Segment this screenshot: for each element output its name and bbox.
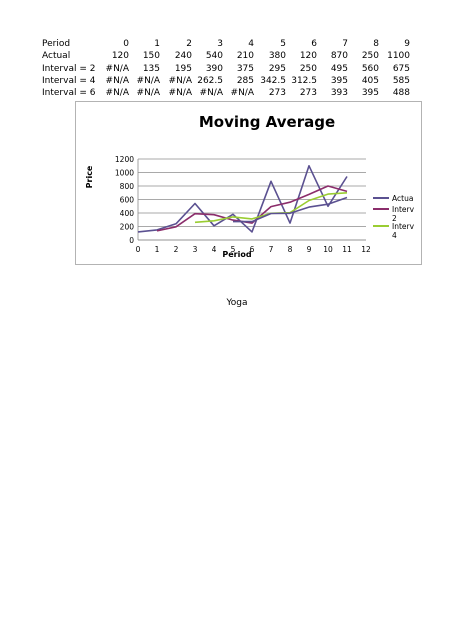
- table-cell: 5: [280, 39, 286, 49]
- table-cell: 2: [186, 39, 192, 49]
- table-cell: 380: [268, 51, 286, 62]
- table-cell: 390: [205, 63, 223, 74]
- table-cell: 195: [174, 63, 192, 74]
- x-tick-label: 12: [361, 245, 371, 254]
- y-tick-label: 400: [120, 209, 135, 218]
- table-cell: 262.5: [197, 75, 223, 86]
- table-cell: 250: [299, 63, 317, 74]
- legend-label: Interv 2: [392, 205, 415, 223]
- table-cell: 285: [236, 75, 254, 86]
- x-tick-label: 10: [323, 245, 333, 254]
- x-tick-label: 5: [231, 245, 236, 254]
- table-cell: 675: [392, 63, 410, 74]
- series-line-3: [233, 196, 348, 223]
- table-cell: #N/A: [105, 75, 129, 86]
- legend-label: Actua: [392, 194, 413, 203]
- table-cell: 6: [311, 39, 317, 49]
- y-tick-label: 200: [120, 223, 135, 232]
- table-cell: #N/A: [136, 75, 160, 86]
- table-cell: 3: [217, 39, 223, 49]
- table-row: Interval = 6 #N/A #N/A #N/A #N/A #N/A 273 273 39…: [0, 87, 474, 100]
- table-cell: #N/A: [105, 88, 129, 99]
- y-tick-label: 600: [120, 196, 135, 205]
- table-cell: #N/A: [105, 63, 129, 74]
- table-cell: 4: [248, 39, 254, 49]
- x-tick-label: 0: [136, 245, 141, 254]
- row-label: Interval = 6: [42, 88, 96, 99]
- table-row: Interval = 4 #N/A #N/A #N/A 262.5 285 342.5 312…: [0, 75, 474, 88]
- table-cell: #N/A: [136, 88, 160, 99]
- x-tick-label: 3: [193, 245, 198, 254]
- table-cell: 495: [330, 63, 348, 74]
- table-cell: 1: [154, 39, 160, 49]
- table-cell: 240: [174, 51, 192, 62]
- table-cell: 395: [361, 88, 379, 99]
- table-cell: 7: [342, 39, 348, 49]
- table-cell: 342.5: [260, 75, 286, 86]
- y-tick-label: 1000: [115, 169, 134, 178]
- table-cell: 488: [392, 88, 410, 99]
- x-axis-title: Period: [222, 250, 251, 259]
- x-tick-label: 7: [269, 245, 274, 254]
- table-cell: 273: [268, 88, 286, 99]
- table-cell: 295: [268, 63, 286, 74]
- table-cell: 9: [404, 39, 410, 49]
- table-cell: 150: [142, 51, 160, 62]
- chart-frame: Moving Average 0 200 400 600 800 1000 1200 0 1 2 3 4…: [75, 101, 422, 265]
- row-label: Period: [42, 39, 71, 49]
- legend-label: Interv 4: [392, 222, 415, 240]
- table-cell: 540: [205, 51, 223, 62]
- x-tick-label: 1: [155, 245, 160, 254]
- row-label: Actual: [42, 51, 71, 62]
- table-row: Interval = 2 #N/A 135 195 390 375 295 250 495 560…: [0, 63, 474, 76]
- table-cell: 585: [392, 75, 410, 86]
- table-cell: 375: [236, 63, 254, 74]
- x-tick-label: 9: [307, 245, 312, 254]
- table-cell: 273: [299, 88, 317, 99]
- table-cell: #N/A: [168, 88, 192, 99]
- row-label: Interval = 4: [42, 75, 96, 86]
- table-cell: 120: [299, 51, 317, 62]
- y-tick-label: 1200: [115, 155, 134, 164]
- series-line-1: [156, 185, 348, 232]
- y-axis-title: Price: [85, 165, 94, 188]
- table-cell: 870: [330, 51, 348, 62]
- table-cell: 250: [361, 51, 379, 62]
- chart-title: Moving Average: [199, 113, 335, 131]
- table-cell: 120: [111, 51, 129, 62]
- table-cell: 210: [236, 51, 254, 62]
- table-cell: 405: [361, 75, 379, 86]
- y-tick-label: 0: [129, 236, 134, 245]
- table-cell: 312.5: [291, 75, 317, 86]
- table-cell: 8: [373, 39, 379, 49]
- series-line-0: [137, 164, 348, 233]
- x-tick-label: 8: [288, 245, 293, 254]
- table-cell: 1100: [387, 51, 410, 62]
- x-tick-label: 2: [174, 245, 179, 254]
- footer-text: Yoga: [226, 298, 248, 308]
- x-tick-label: 11: [342, 245, 352, 254]
- table-cell: 395: [330, 75, 348, 86]
- table-cell: #N/A: [168, 75, 192, 86]
- table-header-row: Period 0 1 2 3 4 5 6 7 8 9: [0, 38, 474, 51]
- row-label: Interval = 2: [42, 63, 96, 74]
- table-cell: 0: [123, 39, 129, 49]
- x-tick-label: 4: [212, 245, 217, 254]
- table-cell: #N/A: [230, 88, 254, 99]
- table-cell: #N/A: [199, 88, 223, 99]
- table-row: Actual 120 150 240 540 210 380 120 870 250 1100: [0, 50, 474, 63]
- table-cell: 393: [330, 88, 348, 99]
- table-cell: 560: [361, 63, 379, 74]
- x-tick-label: 6: [250, 245, 255, 254]
- y-tick-label: 800: [120, 182, 135, 191]
- table-cell: 135: [142, 63, 160, 74]
